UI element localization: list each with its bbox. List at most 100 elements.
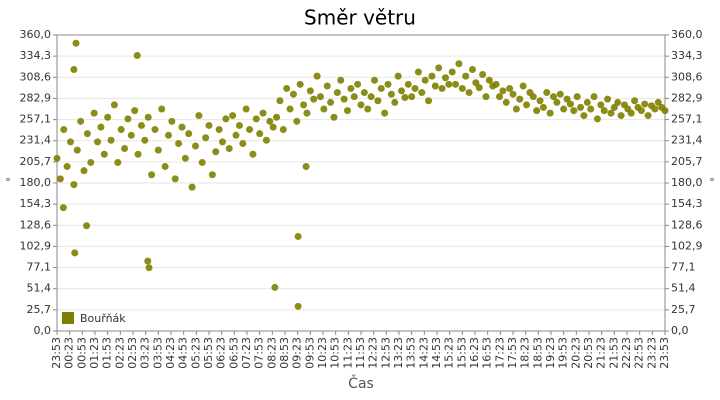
point xyxy=(580,112,588,120)
x-tick-label: 10:53 xyxy=(329,337,342,369)
point xyxy=(181,154,189,162)
y-tick-label: 25,7 xyxy=(27,303,52,316)
point xyxy=(294,232,302,240)
point xyxy=(425,97,433,105)
point xyxy=(512,105,520,113)
y2-tick-label: 334,3 xyxy=(671,49,703,62)
point xyxy=(80,167,88,175)
point xyxy=(94,138,102,146)
point xyxy=(313,72,321,80)
point xyxy=(323,82,331,90)
point xyxy=(242,105,250,113)
point xyxy=(495,93,503,101)
point xyxy=(546,109,554,117)
point xyxy=(110,101,118,109)
point xyxy=(343,107,351,115)
x-tick-label: 14:53 xyxy=(430,337,443,369)
y-tick-label: 282,9 xyxy=(20,91,52,104)
point xyxy=(408,93,416,101)
y2-axis-label: ° xyxy=(709,176,715,189)
point xyxy=(279,126,287,134)
point xyxy=(519,82,527,90)
point xyxy=(225,144,233,152)
x-tick-label: 10:23 xyxy=(316,337,329,369)
y-tick-label: 360,0 xyxy=(20,28,52,41)
point xyxy=(553,98,561,106)
x-tick-label: 05:53 xyxy=(202,337,215,369)
x-tick-label: 09:23 xyxy=(291,337,304,369)
point xyxy=(141,136,149,144)
point xyxy=(411,84,419,92)
point xyxy=(114,158,122,166)
y-axis-label: ° xyxy=(5,176,11,189)
x-tick-label: 17:53 xyxy=(506,337,519,369)
y-tick-label: 257,1 xyxy=(20,113,52,126)
x-tick-label: 02:23 xyxy=(113,337,126,369)
point xyxy=(354,80,362,88)
point xyxy=(127,131,135,139)
point xyxy=(229,112,237,120)
point xyxy=(202,134,210,142)
point xyxy=(148,171,156,179)
point xyxy=(107,136,115,144)
y2-tick-label: 102,9 xyxy=(671,239,703,252)
point xyxy=(283,84,291,92)
x-tick-label: 05:23 xyxy=(189,337,202,369)
point xyxy=(59,204,67,212)
point xyxy=(212,148,220,156)
x-tick-label: 00:53 xyxy=(75,337,88,369)
point xyxy=(482,93,490,101)
point xyxy=(208,171,216,179)
y2-tick-label: 360,0 xyxy=(671,28,703,41)
point xyxy=(249,150,257,158)
point xyxy=(637,107,645,115)
point xyxy=(445,80,453,88)
point xyxy=(587,105,595,113)
point xyxy=(303,109,311,117)
point xyxy=(72,39,80,47)
point xyxy=(104,113,112,121)
point xyxy=(539,103,547,111)
point xyxy=(124,115,132,123)
x-tick-label: 22:23 xyxy=(620,337,633,369)
point xyxy=(87,158,95,166)
point xyxy=(404,80,412,88)
point xyxy=(90,109,98,117)
point xyxy=(364,105,372,113)
point xyxy=(117,126,125,134)
x-tick-label: 20:53 xyxy=(582,337,595,369)
point xyxy=(222,115,230,123)
plot-frame xyxy=(56,34,666,332)
point xyxy=(246,126,254,134)
y2-tick-label: 180,0 xyxy=(671,176,703,189)
y-tick-label: 205,7 xyxy=(20,155,52,168)
y-tick-label: 180,0 xyxy=(20,176,52,189)
point xyxy=(506,84,514,92)
point xyxy=(134,150,142,158)
point xyxy=(556,90,564,98)
point xyxy=(175,140,183,148)
point xyxy=(320,105,328,113)
point xyxy=(357,101,365,109)
point xyxy=(286,105,294,113)
point xyxy=(269,123,277,131)
point xyxy=(161,163,169,171)
point xyxy=(401,93,409,101)
point xyxy=(502,98,510,106)
point xyxy=(67,138,75,146)
point xyxy=(441,74,449,82)
x-tick-label: 16:53 xyxy=(481,337,494,369)
y-tick-label: 231,4 xyxy=(20,134,52,147)
point xyxy=(651,105,659,113)
x-tick-label: 04:23 xyxy=(164,337,177,369)
point xyxy=(333,89,341,97)
point xyxy=(472,79,480,87)
point xyxy=(391,98,399,106)
x-tick-label: 23:53 xyxy=(658,337,671,369)
point xyxy=(367,93,375,101)
point xyxy=(70,181,78,189)
point xyxy=(523,101,531,109)
point xyxy=(63,163,71,171)
y-tick-label: 128,6 xyxy=(20,218,52,231)
